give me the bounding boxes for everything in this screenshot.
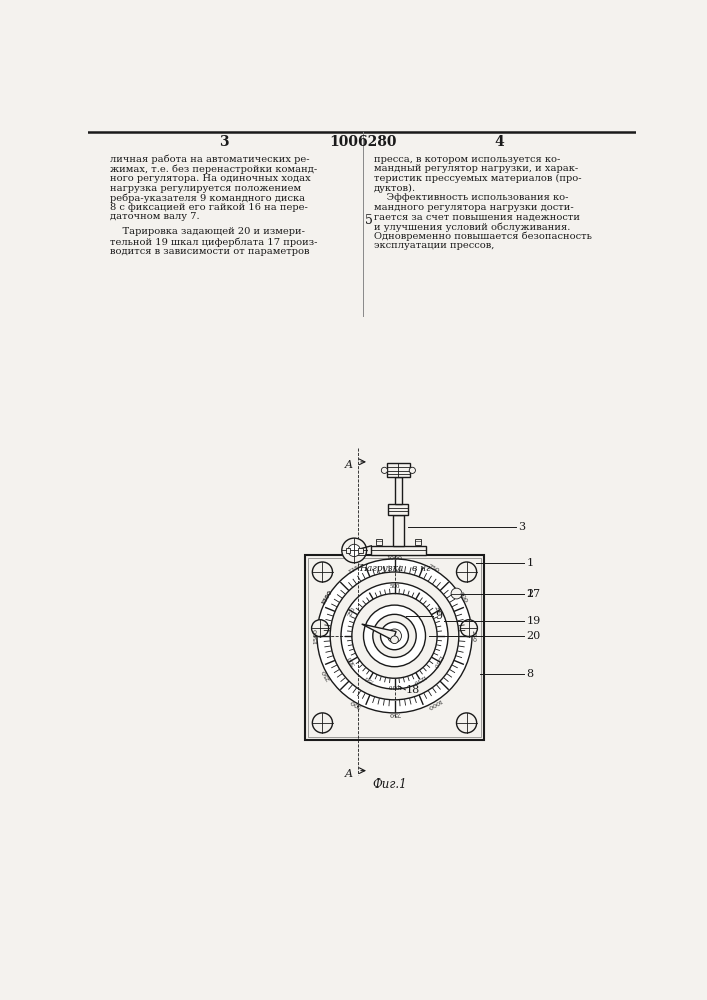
Circle shape — [363, 605, 426, 667]
Circle shape — [312, 713, 332, 733]
Circle shape — [460, 620, 477, 637]
Text: 1500: 1500 — [314, 628, 319, 644]
Text: мандного регулятора нагрузки дости-: мандного регулятора нагрузки дости- — [373, 203, 573, 212]
Text: 9: 9 — [436, 611, 443, 621]
Text: 4: 4 — [494, 135, 504, 149]
Text: ного регулятора. На одиночных ходах: ного регулятора. На одиночных ходах — [110, 174, 311, 183]
Text: 1500: 1500 — [320, 589, 333, 605]
Text: 1006280: 1006280 — [329, 135, 397, 149]
Text: 1: 1 — [526, 558, 533, 568]
Text: Нагрузка   в нг: Нагрузка в нг — [358, 564, 431, 573]
Circle shape — [352, 594, 437, 678]
Text: 3: 3 — [518, 522, 525, 532]
Bar — [371, 546, 426, 555]
Text: 500: 500 — [346, 655, 356, 666]
Text: A: A — [345, 769, 353, 779]
Text: 500: 500 — [390, 584, 399, 589]
Bar — [346, 548, 351, 553]
Bar — [414, 539, 421, 545]
Text: гается за счет повышения надежности: гается за счет повышения надежности — [373, 212, 580, 221]
Text: A: A — [345, 460, 353, 470]
Bar — [395, 477, 402, 504]
Bar — [358, 548, 363, 553]
Text: пресса, в котором используется ко-: пресса, в котором используется ко- — [373, 155, 560, 164]
Text: 250: 250 — [346, 605, 356, 617]
Text: 3: 3 — [219, 135, 229, 149]
Text: Фиг.1: Фиг.1 — [372, 778, 407, 791]
Text: 1000: 1000 — [426, 697, 442, 709]
Text: 250: 250 — [322, 668, 332, 681]
Text: 1250: 1250 — [412, 673, 426, 684]
Bar — [305, 555, 484, 740]
Circle shape — [312, 620, 329, 637]
Text: 750: 750 — [364, 674, 375, 683]
Text: тельной 19 шкал циферблата 17 произ-: тельной 19 шкал циферблата 17 произ- — [110, 237, 317, 247]
Bar — [387, 463, 410, 477]
Circle shape — [457, 713, 477, 733]
Text: 750: 750 — [389, 711, 400, 716]
Circle shape — [387, 629, 402, 643]
Text: 2: 2 — [526, 589, 533, 599]
Text: 750: 750 — [427, 563, 440, 574]
Text: теристик прессуемых материалов (про-: теристик прессуемых материалов (про- — [373, 174, 581, 183]
Polygon shape — [362, 624, 396, 640]
Circle shape — [312, 562, 332, 582]
Text: 500: 500 — [349, 698, 362, 708]
Text: мандный регулятор нагрузки, и харак-: мандный регулятор нагрузки, и харак- — [373, 164, 578, 173]
Circle shape — [341, 538, 367, 563]
Circle shape — [451, 588, 462, 599]
Text: 250: 250 — [433, 605, 443, 617]
Circle shape — [409, 467, 416, 473]
Text: 250: 250 — [470, 630, 475, 642]
Text: 1250: 1250 — [347, 562, 363, 575]
Text: дуктов).: дуктов). — [373, 184, 416, 193]
Text: 8 с фиксацией его гайкой 16 на пере-: 8 с фиксацией его гайкой 16 на пере- — [110, 203, 308, 212]
Text: эксплуатации прессов,: эксплуатации прессов, — [373, 241, 494, 250]
Text: Одновременно повышается безопасность: Одновременно повышается безопасность — [373, 232, 592, 241]
Text: даточном валу 7.: даточном валу 7. — [110, 212, 199, 221]
Text: 8: 8 — [526, 669, 533, 679]
Text: 5: 5 — [365, 214, 373, 227]
Text: 18: 18 — [406, 685, 421, 695]
Text: 500: 500 — [457, 591, 467, 603]
Bar — [393, 515, 404, 546]
Circle shape — [317, 559, 472, 713]
Text: Эффективность использования ко-: Эффективность использования ко- — [373, 193, 568, 202]
Text: 1500: 1500 — [432, 653, 443, 668]
Bar — [388, 504, 409, 515]
Circle shape — [348, 544, 361, 557]
Bar — [308, 558, 481, 737]
Text: 17: 17 — [526, 589, 540, 599]
Circle shape — [381, 467, 387, 473]
Text: 19: 19 — [526, 615, 540, 626]
Circle shape — [391, 636, 398, 644]
Text: нагрузка регулируется положением: нагрузка регулируется положением — [110, 184, 301, 193]
Text: 1000: 1000 — [387, 683, 402, 688]
Text: жимах, т.е. без перенастройки команд-: жимах, т.е. без перенастройки команд- — [110, 164, 317, 174]
Circle shape — [373, 614, 416, 657]
Circle shape — [457, 562, 477, 582]
Text: Тарировка задающей 20 и измери-: Тарировка задающей 20 и измери- — [110, 227, 305, 236]
Text: 20: 20 — [526, 631, 540, 641]
Circle shape — [341, 583, 448, 689]
Text: ребра-указателя 9 командного диска: ребра-указателя 9 командного диска — [110, 193, 305, 203]
Text: личная работа на автоматических ре-: личная работа на автоматических ре- — [110, 155, 310, 164]
Text: 1000: 1000 — [387, 556, 402, 561]
Circle shape — [330, 572, 459, 700]
Text: и улучшения условий обслуживания.: и улучшения условий обслуживания. — [373, 222, 570, 232]
Text: водится в зависимости от параметров: водится в зависимости от параметров — [110, 247, 310, 256]
Circle shape — [380, 622, 409, 650]
Text: 1250: 1250 — [320, 589, 333, 605]
Bar — [376, 539, 382, 545]
